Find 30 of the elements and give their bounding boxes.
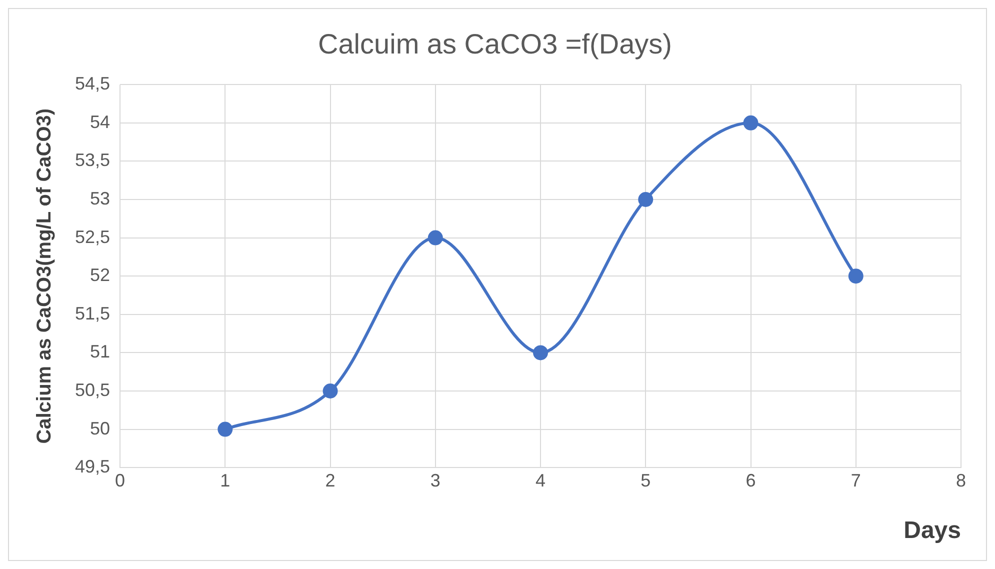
y-tick-label: 54 bbox=[90, 112, 110, 132]
point bbox=[638, 192, 654, 207]
y-tick-label: 54,5 bbox=[74, 74, 110, 94]
chart-title: Calcuim as CaCO3 =f(Days) bbox=[318, 28, 672, 60]
y-tick-label: 53,5 bbox=[74, 150, 110, 170]
x-tick-label: 2 bbox=[325, 470, 336, 490]
x-tick-label: 1 bbox=[220, 470, 230, 490]
y-tick-label: 50 bbox=[90, 418, 110, 438]
x-axis-title: Days bbox=[904, 517, 961, 544]
x-tick-label: 5 bbox=[640, 470, 651, 490]
y-tick-label: 49,5 bbox=[74, 456, 110, 477]
x-tick-label: 0 bbox=[115, 470, 126, 490]
y-tick-label: 52 bbox=[90, 265, 110, 286]
point bbox=[322, 384, 338, 398]
point bbox=[428, 230, 443, 246]
x-tick-label: 4 bbox=[536, 470, 546, 490]
y-tick-label: 51,5 bbox=[74, 303, 110, 324]
x-tick-label: 3 bbox=[430, 470, 440, 490]
point bbox=[218, 422, 233, 437]
y-tick-label: 51 bbox=[90, 342, 110, 362]
y-axis-title: Calcium as CaCO3(mg/L of CaCO3) bbox=[34, 108, 56, 444]
x-tick-label: 8 bbox=[956, 470, 966, 490]
x-tick-label: 7 bbox=[850, 470, 861, 490]
point bbox=[848, 268, 864, 284]
point bbox=[743, 115, 758, 130]
point bbox=[533, 345, 548, 360]
y-tick-label: 50,5 bbox=[74, 380, 110, 400]
y-tick-label: 52,5 bbox=[74, 226, 110, 247]
x-tick-label: 6 bbox=[746, 470, 756, 490]
y-tick-label: 53 bbox=[90, 188, 110, 208]
